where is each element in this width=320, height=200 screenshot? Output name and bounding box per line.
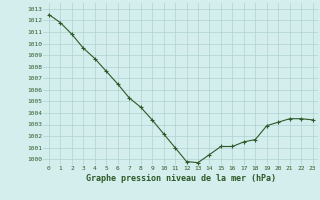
- X-axis label: Graphe pression niveau de la mer (hPa): Graphe pression niveau de la mer (hPa): [86, 174, 276, 183]
